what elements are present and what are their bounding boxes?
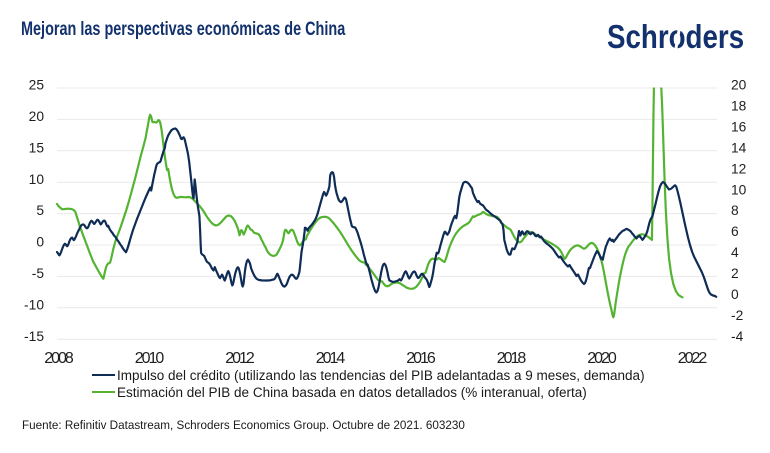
svg-text:-10: -10 [24, 297, 44, 312]
svg-text:0: 0 [36, 235, 44, 250]
svg-text:18: 18 [731, 99, 747, 114]
svg-text:2022: 2022 [678, 350, 708, 367]
svg-text:2018: 2018 [497, 350, 527, 367]
svg-text:-4: -4 [731, 329, 744, 344]
svg-text:2008: 2008 [44, 350, 74, 367]
svg-text:-15: -15 [24, 329, 44, 344]
svg-text:2010: 2010 [135, 350, 165, 367]
svg-text:2016: 2016 [406, 350, 436, 367]
svg-text:2014: 2014 [316, 350, 346, 367]
svg-text:4: 4 [731, 245, 739, 260]
svg-text:10: 10 [731, 182, 747, 197]
svg-text:2020: 2020 [587, 350, 617, 367]
svg-text:20: 20 [29, 109, 45, 124]
svg-text:2012: 2012 [225, 350, 255, 367]
svg-text:25: 25 [29, 78, 45, 93]
svg-text:10: 10 [29, 172, 45, 187]
svg-text:16: 16 [731, 120, 747, 135]
svg-text:15: 15 [29, 140, 45, 155]
svg-text:0: 0 [731, 287, 739, 302]
svg-text:-2: -2 [731, 308, 743, 323]
svg-text:20: 20 [731, 78, 747, 93]
svg-text:-5: -5 [32, 266, 45, 281]
svg-text:2: 2 [731, 266, 739, 281]
svg-text:5: 5 [36, 203, 44, 218]
svg-text:12: 12 [731, 161, 746, 176]
svg-text:6: 6 [731, 224, 739, 239]
svg-text:14: 14 [731, 140, 747, 155]
svg-text:8: 8 [731, 203, 739, 218]
